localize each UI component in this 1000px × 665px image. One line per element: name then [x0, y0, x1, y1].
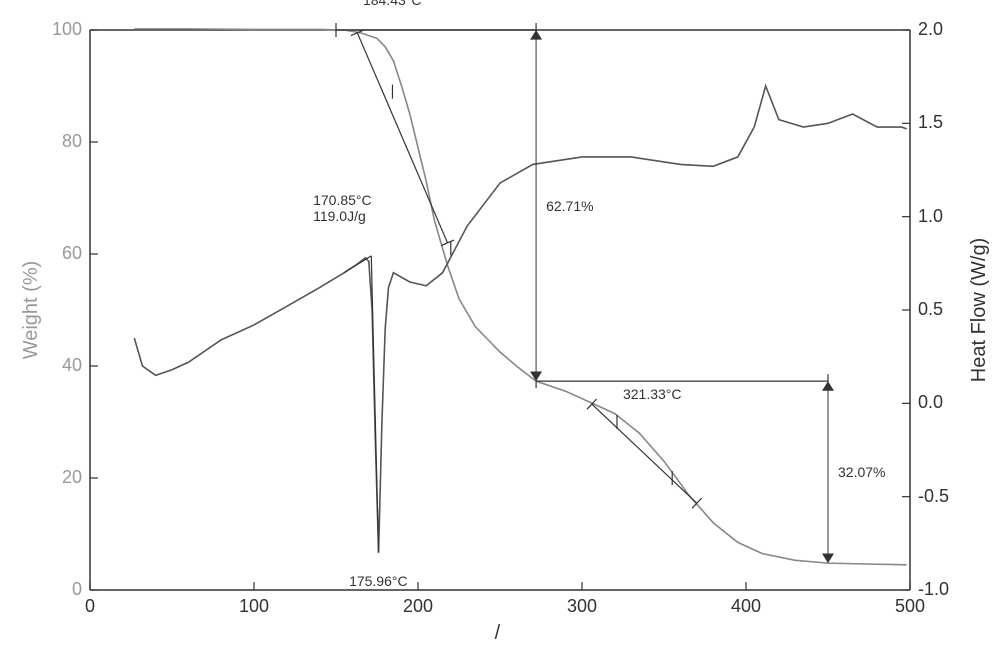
onset-temp-label: 184.43°C [363, 0, 422, 8]
y-left-tick-label: 40 [36, 355, 82, 376]
x-axis-label: / [460, 622, 506, 645]
plot-area [0, 0, 1000, 665]
y-left-tick-label: 100 [36, 19, 82, 40]
y-left-tick-label: 20 [36, 467, 82, 488]
y-left-tick-label: 60 [36, 243, 82, 264]
x-tick-label: 200 [398, 596, 438, 617]
y-right-tick-label: 0.5 [918, 299, 943, 320]
y-right-tick-label: 2.0 [918, 19, 943, 40]
y-right-axis-label: Heat Flow (W/g) [968, 225, 991, 395]
y-right-tick-label: -0.5 [918, 486, 949, 507]
step2-temp-label: 321.33°C [623, 386, 682, 402]
y-left-tick-label: 80 [36, 131, 82, 152]
y-right-tick-label: -1.0 [918, 579, 949, 600]
y-right-tick-label: 0.0 [918, 392, 943, 413]
weight-loss-label: 62.71% [546, 198, 593, 214]
x-tick-label: 100 [234, 596, 274, 617]
peak-temp-label: 175.96°C [349, 573, 408, 589]
y-right-tick-label: 1.5 [918, 112, 943, 133]
y-right-tick-label: 1.0 [918, 206, 943, 227]
weight-loss-label: 32.07% [838, 464, 885, 480]
x-tick-label: 400 [726, 596, 766, 617]
y-left-axis-label: Weight (%) [20, 250, 43, 370]
y-left-tick-label: 0 [36, 579, 82, 600]
tga-dsc-chart: Weight (%) Heat Flow (W/g) / 0 100 200 300 4… [0, 0, 1000, 665]
x-tick-label: 300 [562, 596, 602, 617]
enthalpy-label: 170.85°C119.0J/g [313, 192, 372, 224]
